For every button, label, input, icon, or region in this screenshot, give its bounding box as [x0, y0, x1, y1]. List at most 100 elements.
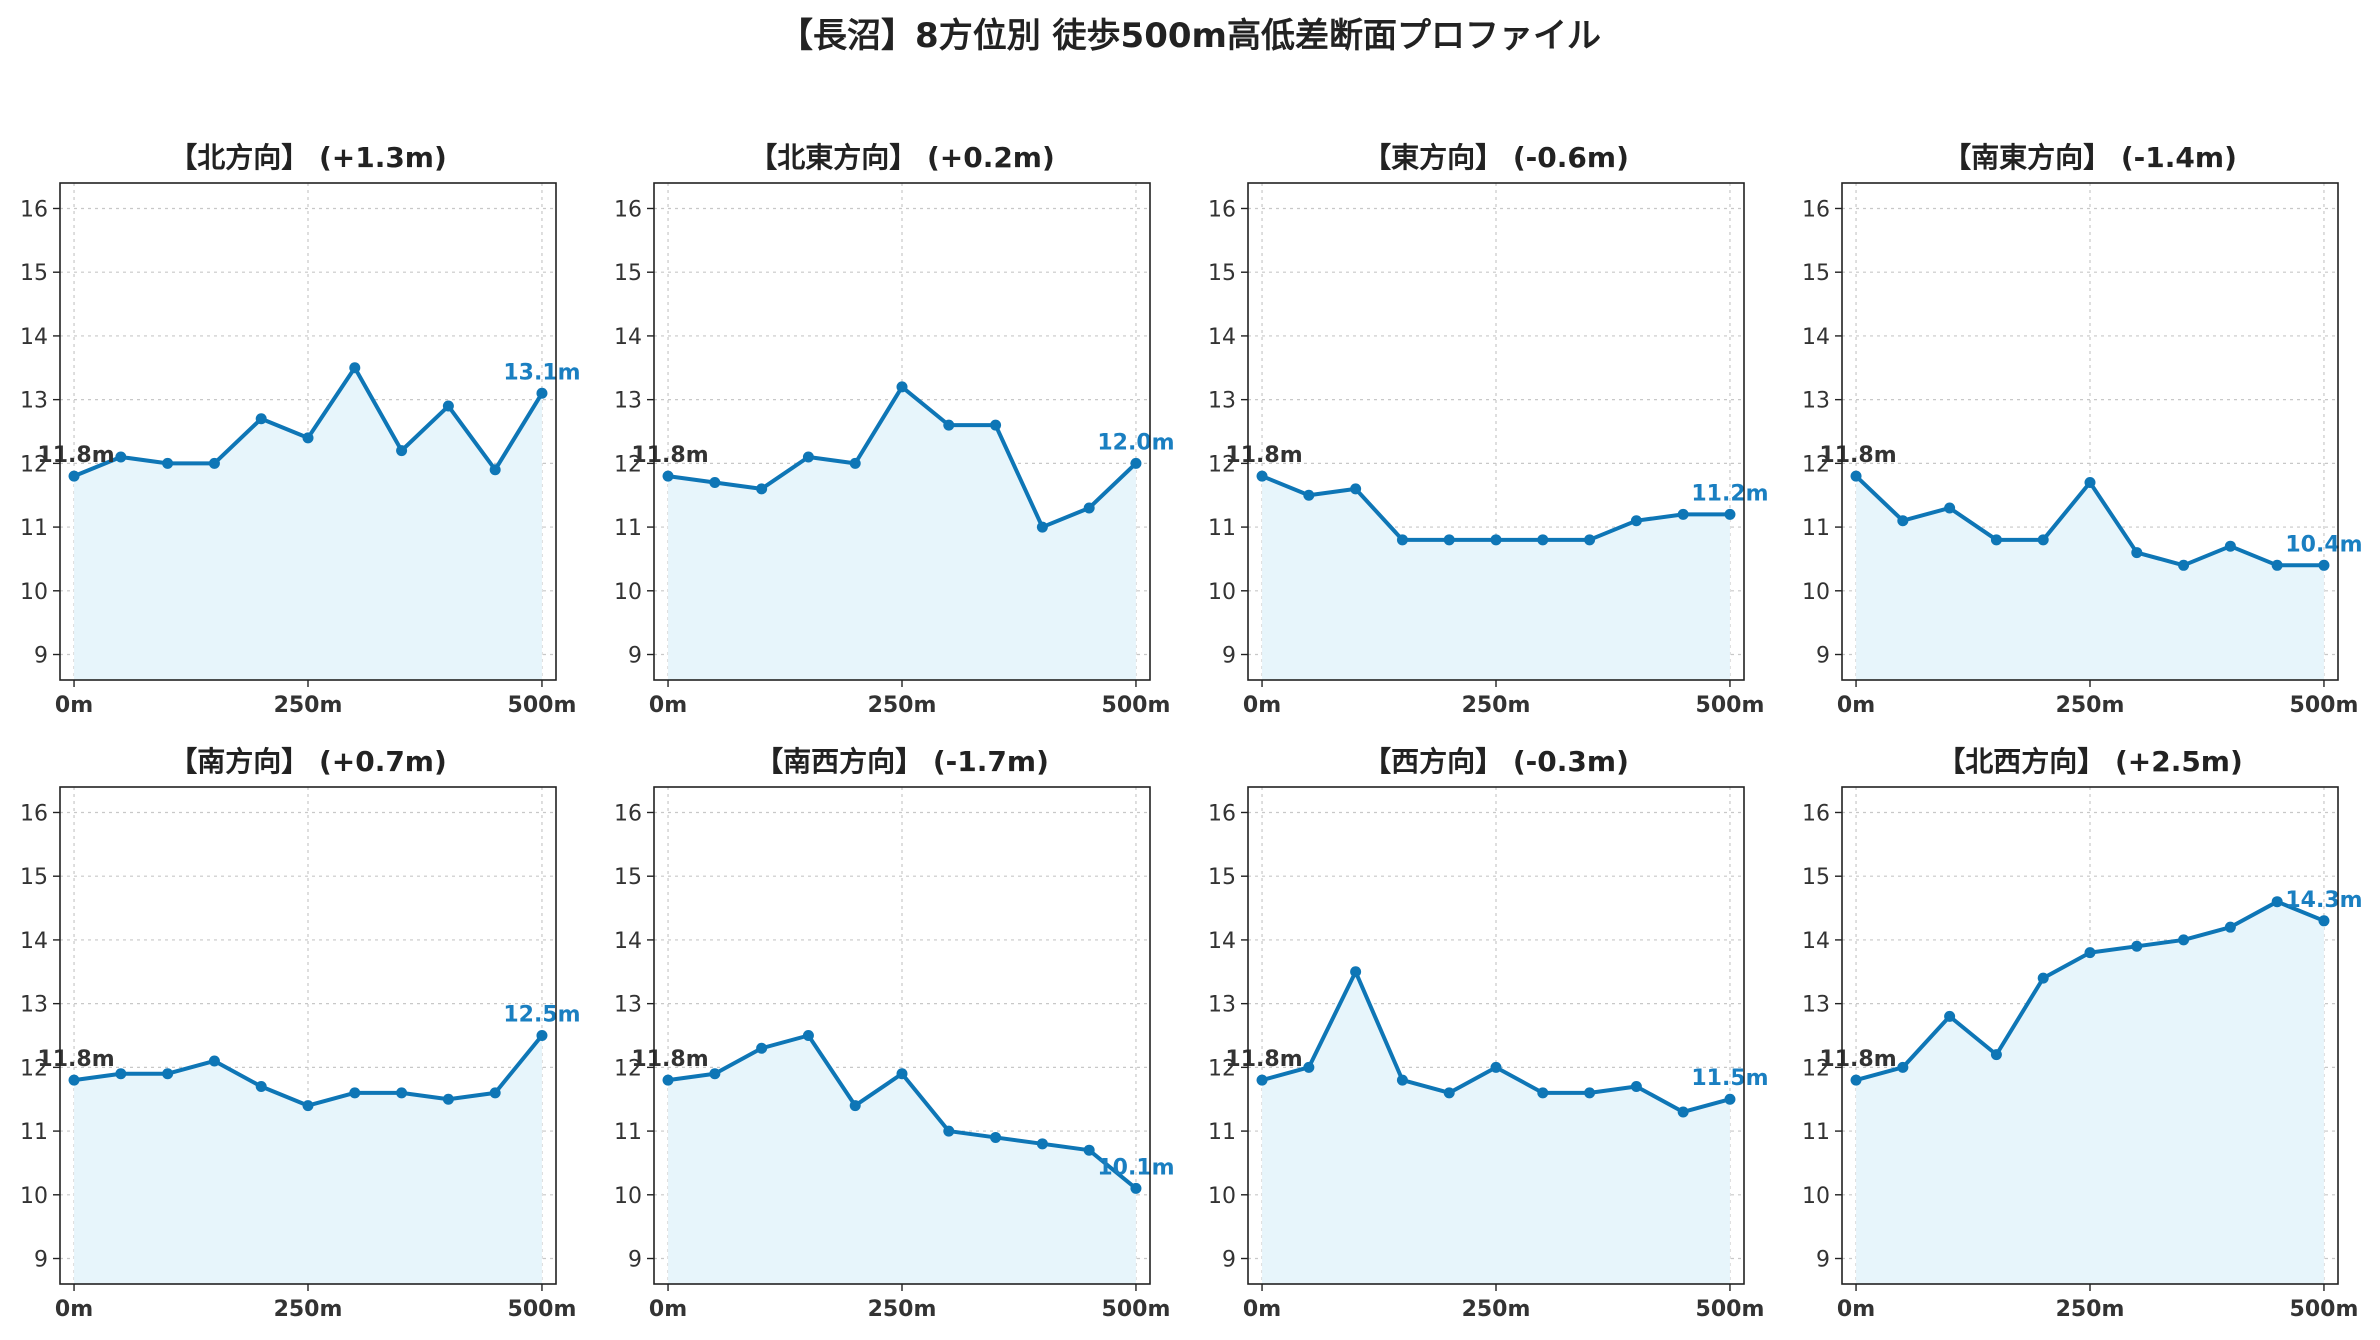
data-point — [1537, 534, 1549, 546]
y-tick-label: 16 — [20, 197, 48, 222]
end-elevation-label: 12.5m — [503, 1003, 580, 1028]
y-tick-label: 13 — [614, 389, 642, 414]
y-tick-label: 10 — [614, 1184, 642, 1209]
chart-panel-3: 【南東方向】 (-1.4m) 11.8m 10.4m 9 10 11 12 13 14 15 16 0… — [1802, 141, 2363, 718]
data-point — [2178, 934, 2190, 946]
data-point — [1396, 534, 1408, 546]
elevation-fill — [74, 367, 542, 680]
end-elevation-label: 11.5m — [1691, 1066, 1768, 1091]
x-tick-label: 0m — [1837, 693, 1875, 718]
data-point — [396, 1087, 408, 1099]
y-tick-label: 16 — [614, 197, 642, 222]
y-tick-label: 11 — [20, 516, 48, 541]
data-point — [489, 464, 501, 476]
panel-title: 【東方向】 (-0.6m) — [1363, 141, 1629, 174]
elevation-fill — [1262, 971, 1730, 1284]
data-point — [943, 419, 955, 431]
y-tick-label: 13 — [1802, 993, 1830, 1018]
x-tick-label: 0m — [55, 693, 93, 718]
data-point — [1443, 1087, 1455, 1099]
x-tick-label: 500m — [508, 693, 577, 718]
y-tick-label: 13 — [1208, 389, 1236, 414]
y-tick-label: 15 — [1802, 865, 1830, 890]
data-point — [1584, 1087, 1596, 1099]
y-tick-label: 14 — [20, 929, 48, 954]
end-elevation-label: 10.1m — [1097, 1155, 1174, 1180]
y-tick-label: 10 — [20, 580, 48, 605]
x-tick-label: 250m — [1462, 693, 1531, 718]
data-point — [849, 1100, 861, 1112]
start-elevation-label: 11.8m — [1819, 443, 1896, 468]
data-point — [2224, 921, 2236, 933]
data-point — [1990, 534, 2002, 546]
data-point — [162, 457, 174, 469]
data-point — [802, 451, 814, 463]
x-tick-label: 250m — [868, 1297, 937, 1322]
x-tick-label: 500m — [1102, 693, 1171, 718]
data-point — [442, 1093, 454, 1105]
data-point — [2037, 534, 2049, 546]
elevation-fill — [1856, 901, 2324, 1284]
y-tick-label: 14 — [614, 929, 642, 954]
x-tick-label: 0m — [649, 1297, 687, 1322]
panel-title: 【北東方向】 (+0.2m) — [749, 141, 1055, 174]
data-point — [162, 1068, 174, 1080]
start-elevation-label: 11.8m — [631, 443, 708, 468]
data-point — [1443, 534, 1455, 546]
y-tick-label: 10 — [1208, 580, 1236, 605]
y-tick-label: 9 — [34, 644, 48, 669]
y-tick-label: 9 — [1222, 1248, 1236, 1273]
start-elevation-label: 11.8m — [1819, 1047, 1896, 1072]
data-point — [2271, 896, 2283, 908]
y-tick-label: 11 — [1208, 1120, 1236, 1145]
x-tick-label: 0m — [1243, 693, 1281, 718]
data-point — [1944, 1010, 1956, 1022]
data-point — [1303, 489, 1315, 501]
y-tick-label: 12 — [1208, 1056, 1236, 1081]
data-point — [1396, 1074, 1408, 1086]
y-tick-label: 9 — [1816, 1248, 1830, 1273]
y-tick-label: 15 — [1208, 261, 1236, 286]
data-point — [302, 1100, 314, 1112]
data-point — [2318, 559, 2330, 571]
data-point — [1724, 1093, 1736, 1105]
data-point — [849, 457, 861, 469]
x-tick-label: 250m — [274, 1297, 343, 1322]
data-point — [68, 1074, 80, 1086]
data-point — [2271, 559, 2283, 571]
data-point — [1677, 1106, 1689, 1118]
chart-panel-6: 【西方向】 (-0.3m) 11.8m 11.5m 9 10 11 12 13 14 15 16 0m… — [1208, 745, 1769, 1322]
y-tick-label: 12 — [614, 1056, 642, 1081]
y-tick-label: 16 — [1802, 197, 1830, 222]
y-tick-label: 16 — [1208, 197, 1236, 222]
y-tick-label: 11 — [614, 1120, 642, 1145]
data-point — [1850, 1074, 1862, 1086]
y-tick-label: 14 — [1802, 325, 1830, 350]
data-point — [2131, 547, 2143, 559]
data-point — [1724, 508, 1736, 520]
data-point — [802, 1030, 814, 1041]
y-tick-label: 13 — [1208, 993, 1236, 1018]
data-point — [2318, 915, 2330, 927]
y-tick-label: 15 — [614, 261, 642, 286]
y-tick-label: 15 — [20, 261, 48, 286]
data-point — [662, 1074, 674, 1086]
y-tick-label: 12 — [20, 452, 48, 477]
x-tick-label: 500m — [2290, 1297, 2359, 1322]
y-tick-label: 10 — [1208, 1184, 1236, 1209]
data-point — [2178, 559, 2190, 571]
data-point — [1490, 534, 1502, 546]
end-elevation-label: 13.1m — [503, 360, 580, 385]
elevation-fill — [668, 1035, 1136, 1284]
data-point — [1677, 508, 1689, 520]
y-tick-label: 10 — [20, 1184, 48, 1209]
data-point — [255, 413, 267, 425]
start-elevation-label: 11.8m — [37, 1047, 114, 1072]
data-point — [349, 362, 361, 374]
chart-panel-0: 【北方向】 (+1.3m) 11.8m 13.1m 9 10 11 12 13 14 15 16 0m… — [20, 141, 581, 718]
y-tick-label: 15 — [614, 865, 642, 890]
y-tick-label: 12 — [614, 452, 642, 477]
y-tick-label: 11 — [1802, 516, 1830, 541]
data-point — [255, 1080, 267, 1092]
end-elevation-label: 14.3m — [2285, 888, 2362, 913]
